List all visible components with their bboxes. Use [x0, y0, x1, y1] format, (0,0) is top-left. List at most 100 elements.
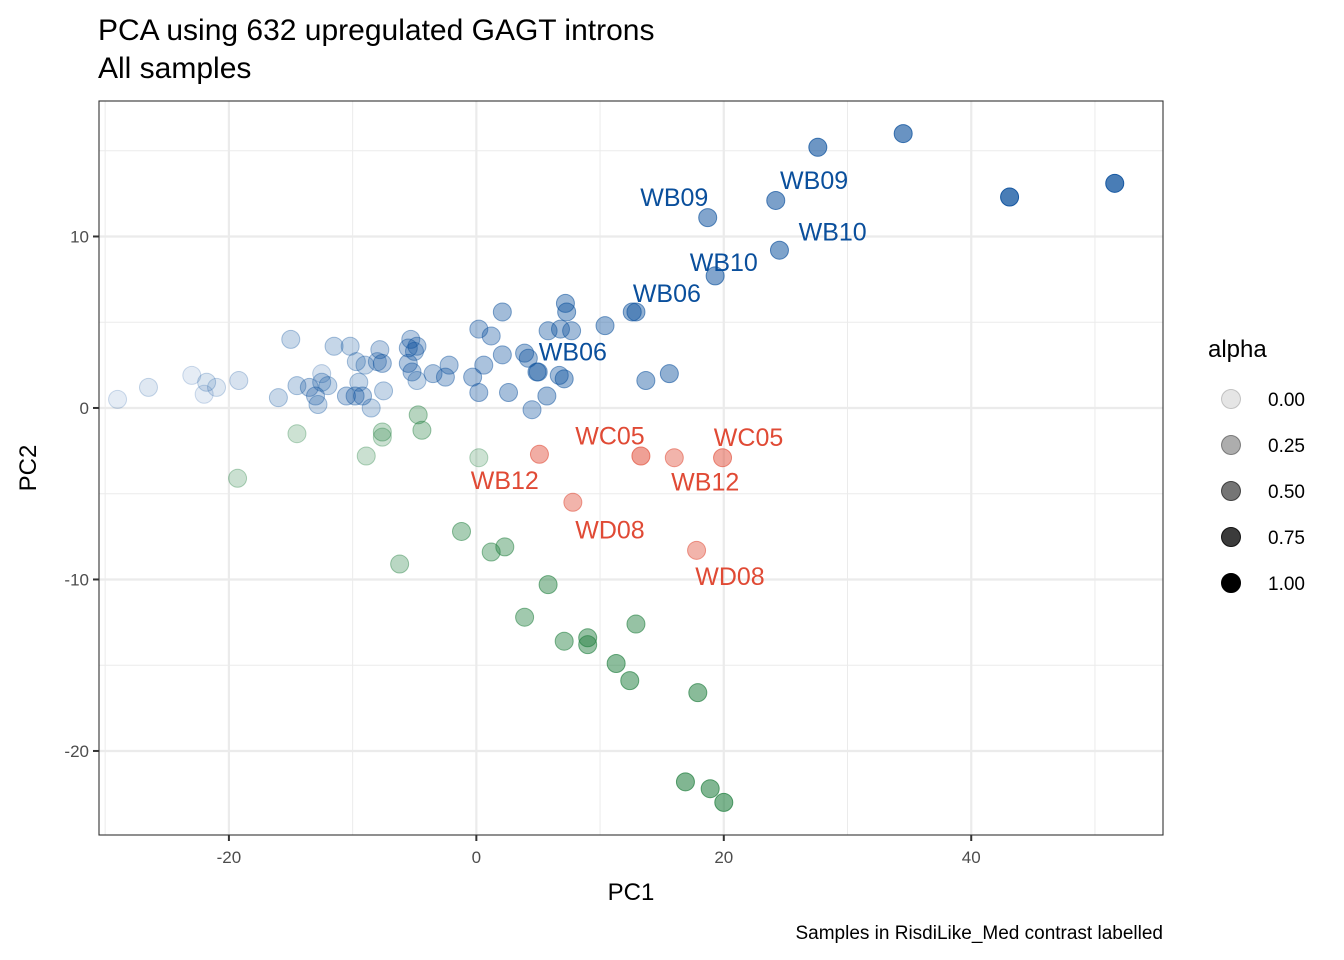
data-point-blue [499, 383, 519, 403]
data-point-blue [404, 341, 424, 361]
data-points [108, 124, 1125, 812]
data-point-blue [229, 371, 249, 391]
data-point-red [687, 540, 707, 560]
point-label: WB12 [671, 469, 739, 497]
data-point-green [390, 554, 410, 574]
data-point-red [713, 448, 733, 468]
legend-key-circle [1221, 481, 1241, 501]
data-point-blue [138, 377, 158, 397]
data-point-blue [474, 355, 494, 375]
data-point-green [714, 792, 734, 812]
chart-caption: Samples in RisdiLike_Med contrast labell… [795, 923, 1163, 944]
point-label: WC05 [575, 422, 644, 450]
legend-key-circle [1221, 527, 1241, 547]
point-label: WB06 [633, 280, 701, 308]
point-label: WD08 [575, 517, 644, 545]
data-point-blue [367, 352, 387, 372]
data-point-blue [659, 364, 679, 384]
data-point-blue [423, 364, 443, 384]
data-point-green [578, 635, 598, 655]
point-label: WC05 [714, 424, 783, 452]
data-point-blue [557, 302, 577, 322]
data-point-blue [492, 302, 512, 322]
y-axis: -20 -10 0 10 [64, 227, 99, 761]
data-point-blue [515, 343, 535, 363]
data-point-blue [893, 124, 913, 144]
legend-label: 0.00 [1268, 390, 1305, 411]
legend-label: 1.00 [1268, 574, 1305, 595]
data-point-blue [197, 372, 217, 392]
data-point-blue [528, 362, 548, 382]
point-label: WB10 [799, 218, 867, 246]
data-point-blue [108, 389, 128, 409]
point-label: WB06 [539, 338, 607, 366]
data-point-blue [549, 365, 569, 385]
data-point-blue [312, 372, 332, 392]
point-label: WB10 [690, 249, 758, 277]
data-point-blue [554, 369, 574, 389]
data-point-blue [401, 329, 421, 349]
data-point-blue [463, 367, 483, 387]
data-point-blue [355, 355, 375, 375]
data-point-green [688, 683, 708, 703]
data-point-green [452, 521, 472, 541]
legend-title: alpha [1208, 336, 1267, 363]
data-point-blue [312, 364, 332, 384]
x-axis-title: PC1 [608, 879, 655, 906]
data-point-blue [287, 376, 307, 396]
data-point-blue [518, 348, 538, 368]
data-point-green [606, 654, 626, 674]
data-point-blue [346, 352, 366, 372]
data-point-green [372, 427, 392, 447]
data-point-green [469, 448, 489, 468]
point-label: WD08 [695, 563, 764, 591]
data-point-blue [435, 367, 455, 387]
data-point-blue [705, 266, 725, 286]
grid-major [99, 101, 1163, 835]
data-point-blue [318, 376, 338, 396]
legend: alpha 0.00 0.25 0.50 0.75 1.00 [1208, 336, 1305, 595]
data-point-red [631, 446, 651, 466]
point-label: WB09 [640, 184, 708, 212]
data-point-blue [698, 208, 718, 228]
data-point-blue [626, 302, 646, 322]
data-point-blue [469, 319, 489, 339]
data-point-blue [522, 400, 542, 420]
data-point-blue [308, 395, 328, 415]
data-point-blue [595, 316, 615, 336]
data-point-green [412, 420, 432, 440]
point-labels: WB09 WB09 WB10 WB10 WB06 WB06 WC05 WC05 WB12 WB12… [471, 167, 867, 591]
legend-label: 0.50 [1268, 482, 1305, 503]
panel-border [98, 100, 1164, 836]
data-point-blue [766, 190, 786, 210]
data-point-blue [407, 371, 427, 391]
legend-key-circle [1221, 389, 1241, 409]
y-tick-label: 10 [70, 227, 89, 246]
data-point-blue [299, 377, 319, 397]
point-label: WB12 [471, 467, 539, 495]
data-point-blue [469, 383, 489, 403]
data-point-blue [353, 386, 373, 406]
y-axis-title: PC2 [15, 445, 42, 492]
data-point-blue [1105, 173, 1125, 193]
data-point-red [563, 492, 583, 512]
data-point-blue [349, 372, 369, 392]
data-point-blue [345, 386, 365, 406]
data-point-blue [439, 355, 459, 375]
data-point-blue [361, 398, 381, 418]
data-point-green [287, 424, 307, 444]
legend-label: 0.75 [1268, 528, 1305, 549]
data-point-blue [306, 386, 326, 406]
data-point-blue [492, 345, 512, 365]
grid-minor [99, 101, 1163, 835]
x-tick-label: -20 [217, 848, 242, 867]
legend-key-circle [1221, 573, 1241, 593]
data-point-blue [538, 321, 558, 341]
chart-subtitle: All samples [98, 52, 251, 85]
data-point-green [372, 422, 392, 442]
data-point-green [620, 671, 640, 691]
data-point-blue [636, 371, 656, 391]
data-point-green [700, 779, 720, 799]
data-point-green [515, 607, 535, 627]
